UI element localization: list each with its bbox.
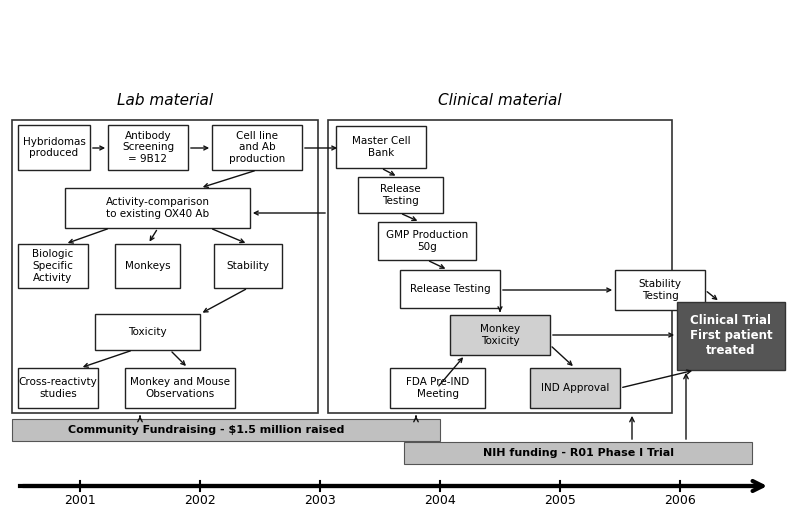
Text: Community Fundraising - $1.5 million raised: Community Fundraising - $1.5 million rai… — [68, 425, 344, 435]
Text: Clinical material: Clinical material — [438, 93, 562, 108]
Text: Monkey and Mouse
Observations: Monkey and Mouse Observations — [130, 377, 230, 399]
Text: 2002: 2002 — [184, 494, 216, 507]
Bar — [530, 368, 620, 408]
Text: FDA Pre-IND
Meeting: FDA Pre-IND Meeting — [406, 377, 469, 399]
Text: GMP Production
50g: GMP Production 50g — [386, 230, 468, 252]
Text: 2006: 2006 — [664, 494, 696, 507]
Bar — [390, 368, 485, 408]
Bar — [12, 419, 440, 441]
Bar — [212, 125, 302, 170]
Text: Lab material: Lab material — [117, 93, 213, 108]
Text: 2003: 2003 — [304, 494, 336, 507]
Text: Release
Testing: Release Testing — [380, 184, 421, 206]
Text: 2001: 2001 — [64, 494, 96, 507]
Text: Stability: Stability — [226, 261, 270, 271]
Text: Clinical Trial
First patient
treated: Clinical Trial First patient treated — [690, 314, 772, 358]
Bar — [115, 244, 180, 288]
Bar — [125, 368, 235, 408]
Text: Release Testing: Release Testing — [410, 284, 490, 294]
Text: Biologic
Specific
Activity: Biologic Specific Activity — [32, 249, 74, 282]
Bar — [328, 120, 672, 413]
Text: Monkey
Toxicity: Monkey Toxicity — [480, 324, 520, 346]
Bar — [65, 188, 250, 228]
Text: NIH funding - R01 Phase I Trial: NIH funding - R01 Phase I Trial — [482, 448, 674, 458]
Text: Cell line
and Ab
production: Cell line and Ab production — [229, 131, 285, 164]
Bar — [95, 314, 200, 350]
Bar — [18, 244, 88, 288]
Bar — [358, 177, 443, 213]
Bar — [18, 368, 98, 408]
Bar — [615, 270, 705, 310]
Text: Toxicity: Toxicity — [128, 327, 167, 337]
Bar — [108, 125, 188, 170]
Text: Master Cell
Bank: Master Cell Bank — [352, 136, 410, 158]
Text: Hybridomas
produced: Hybridomas produced — [22, 137, 86, 158]
Bar — [336, 126, 426, 168]
Text: Stability
Testing: Stability Testing — [638, 279, 682, 301]
Bar — [404, 442, 752, 464]
Bar — [677, 302, 785, 370]
Bar — [12, 120, 318, 413]
Text: Monkeys: Monkeys — [125, 261, 170, 271]
Text: Antibody
Screening
= 9B12: Antibody Screening = 9B12 — [122, 131, 174, 164]
Bar — [450, 315, 550, 355]
Bar — [400, 270, 500, 308]
Bar — [214, 244, 282, 288]
Text: Cross-reactivty
studies: Cross-reactivty studies — [18, 377, 98, 399]
Bar — [378, 222, 476, 260]
Text: Activity-comparison
to existing OX40 Ab: Activity-comparison to existing OX40 Ab — [106, 197, 210, 219]
Text: IND Approval: IND Approval — [541, 383, 609, 393]
Text: 2004: 2004 — [424, 494, 456, 507]
Text: 2005: 2005 — [544, 494, 576, 507]
Bar — [18, 125, 90, 170]
